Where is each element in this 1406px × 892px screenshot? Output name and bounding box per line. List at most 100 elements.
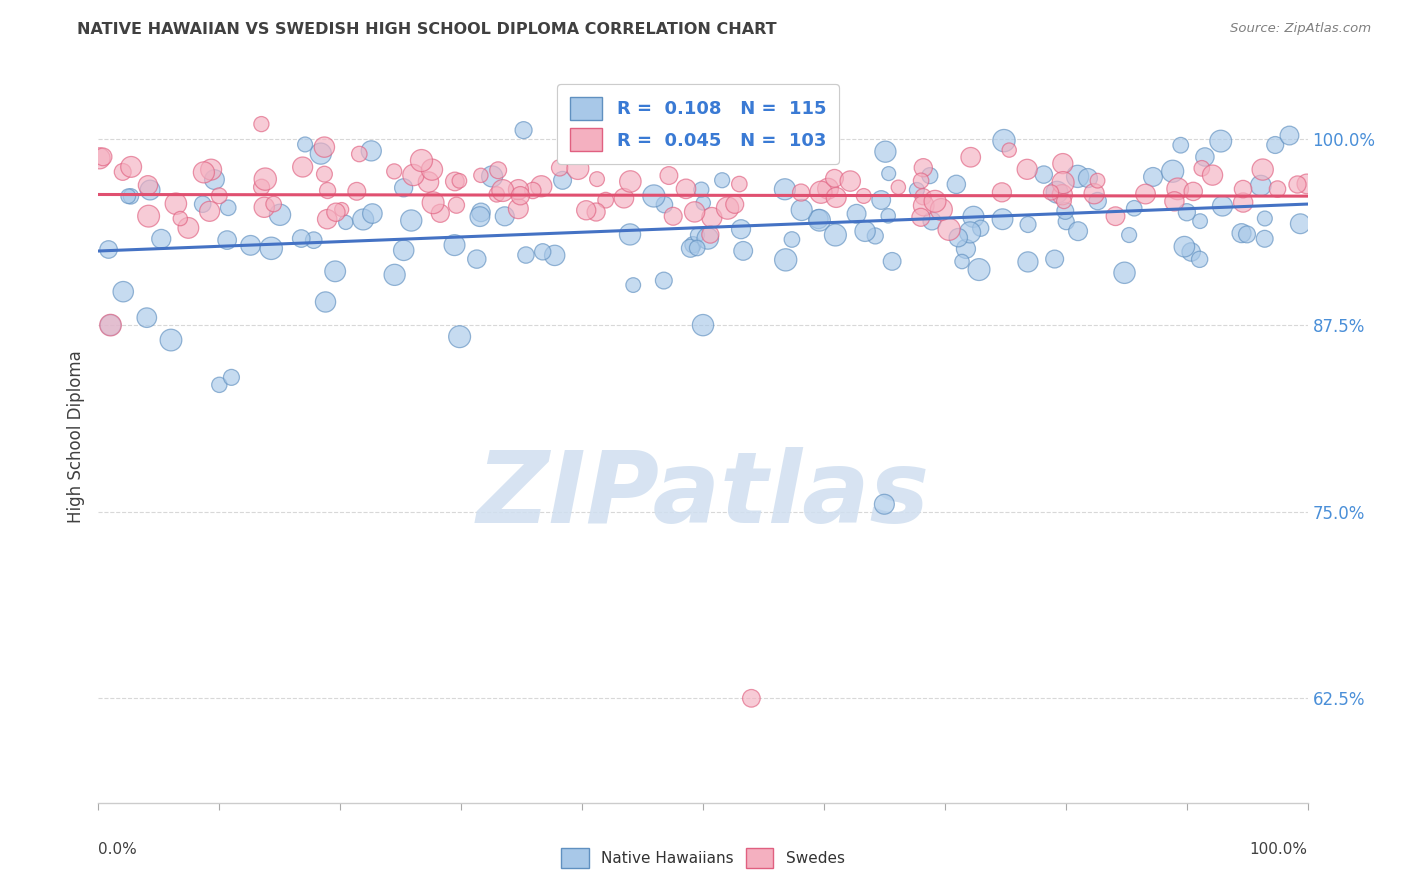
Point	[967, 262, 990, 277]
Point	[1052, 187, 1074, 202]
Point	[773, 182, 796, 196]
Point	[315, 295, 337, 310]
Point	[575, 203, 598, 218]
Point	[263, 197, 285, 211]
Point	[853, 224, 876, 238]
Point	[1201, 168, 1223, 182]
Point	[486, 163, 509, 178]
Point	[100, 318, 122, 332]
Point	[775, 252, 797, 267]
Point	[912, 161, 935, 175]
Point	[716, 201, 738, 215]
Point	[1053, 194, 1076, 209]
Point	[465, 252, 488, 266]
Point	[302, 233, 325, 247]
Point	[970, 221, 993, 235]
Point	[728, 177, 751, 191]
Point	[1194, 150, 1216, 164]
Point	[1267, 182, 1289, 196]
Point	[193, 165, 215, 179]
Point	[97, 243, 120, 257]
Point	[316, 212, 339, 227]
Point	[429, 206, 451, 220]
Point	[422, 195, 444, 210]
Point	[1114, 266, 1136, 280]
Point	[924, 194, 946, 209]
Point	[1232, 182, 1254, 196]
Point	[530, 179, 553, 194]
Point	[1161, 164, 1184, 178]
Point	[1017, 255, 1039, 269]
Point	[1278, 128, 1301, 143]
Point	[686, 241, 709, 255]
Point	[165, 196, 187, 211]
Point	[662, 209, 685, 223]
Point	[733, 244, 755, 258]
Point	[402, 168, 425, 182]
Point	[991, 186, 1014, 200]
Point	[824, 227, 846, 242]
Point	[1182, 185, 1205, 199]
Point	[1087, 194, 1109, 208]
Point	[399, 213, 422, 227]
Text: NATIVE HAWAIIAN VS SWEDISH HIGH SCHOOL DIPLOMA CORRELATION CHART: NATIVE HAWAIIAN VS SWEDISH HIGH SCHOOL D…	[77, 22, 778, 37]
Point	[508, 202, 530, 216]
Text: 0.0%: 0.0%	[98, 842, 138, 856]
Point	[586, 172, 609, 186]
Y-axis label: High School Diploma: High School Diploma	[66, 351, 84, 524]
Point	[548, 161, 571, 175]
Point	[1173, 240, 1195, 254]
Point	[1104, 209, 1126, 223]
Point	[198, 204, 221, 219]
Point	[877, 167, 900, 181]
Point	[349, 147, 371, 161]
Point	[1142, 169, 1164, 184]
Point	[221, 370, 243, 384]
Point	[825, 190, 848, 204]
Point	[875, 145, 897, 159]
Point	[217, 201, 239, 215]
Point	[1054, 214, 1077, 228]
Point	[998, 143, 1021, 157]
Point	[470, 169, 492, 183]
Point	[1163, 194, 1185, 209]
Point	[643, 189, 665, 203]
Point	[1251, 162, 1274, 177]
Point	[89, 151, 111, 165]
Point	[877, 209, 900, 223]
Point	[724, 115, 747, 129]
Point	[619, 227, 641, 242]
Point	[1250, 178, 1272, 193]
Point	[654, 197, 676, 211]
Point	[360, 144, 382, 158]
Point	[948, 230, 970, 244]
Point	[1083, 186, 1105, 201]
Point	[1067, 224, 1090, 238]
Point	[91, 150, 114, 164]
Point	[621, 278, 644, 293]
Legend: R =  0.108   N =  115, R =  0.045   N =  103: R = 0.108 N = 115, R = 0.045 N = 103	[557, 84, 839, 164]
Point	[1180, 244, 1202, 259]
Point	[1286, 178, 1309, 192]
Point	[294, 137, 316, 152]
Point	[1052, 156, 1074, 170]
Point	[1046, 185, 1069, 199]
Point	[411, 153, 433, 168]
Point	[254, 172, 277, 186]
Point	[931, 202, 953, 217]
Point	[699, 227, 721, 242]
Point	[314, 167, 336, 181]
Point	[1175, 205, 1198, 219]
Point	[658, 169, 681, 183]
Point	[200, 162, 222, 177]
Point	[208, 377, 231, 392]
Point	[711, 173, 734, 187]
Point	[1188, 252, 1211, 267]
Point	[790, 186, 813, 200]
Text: 100.0%: 100.0%	[1250, 842, 1308, 856]
Point	[567, 161, 589, 176]
Point	[120, 160, 142, 174]
Point	[683, 205, 706, 219]
Point	[420, 162, 443, 177]
Point	[810, 186, 832, 200]
